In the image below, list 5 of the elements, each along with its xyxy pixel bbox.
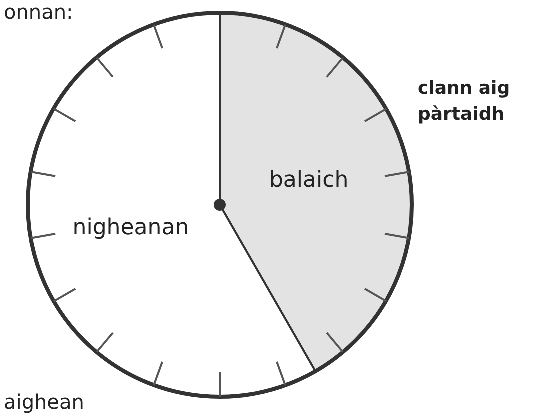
text: clann aig pàrtaidh	[418, 77, 512, 127]
slice-label: balaich	[269, 168, 349, 193]
slice-label: nigheanan	[72, 215, 190, 240]
text: onnan:	[4, 0, 74, 24]
text: aighean	[4, 390, 84, 414]
